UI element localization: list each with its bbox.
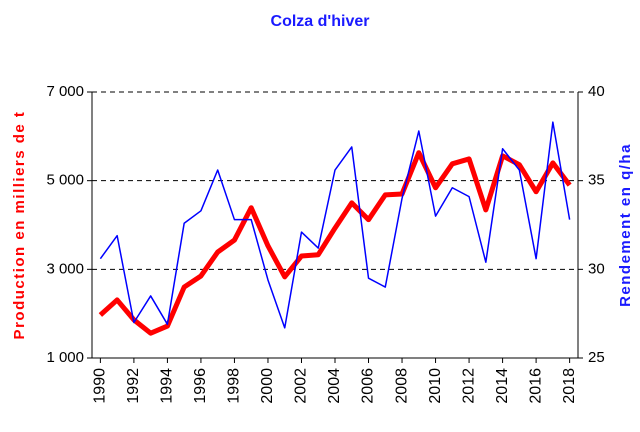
x-tick-label: 2000 xyxy=(259,368,276,404)
data-line xyxy=(99,121,571,329)
x-tick-label: 2006 xyxy=(360,368,377,404)
y2-tick-label: 25 xyxy=(588,349,605,366)
x-tick-label: 1996 xyxy=(192,368,209,404)
y2-tick-label: 30 xyxy=(588,260,605,277)
x-tick-label: 2008 xyxy=(393,368,410,404)
x-tick-label: 2014 xyxy=(494,368,511,404)
x-tick-label: 2010 xyxy=(427,368,444,404)
x-tick-label: 2002 xyxy=(293,368,310,404)
x-tick-label: 2004 xyxy=(326,368,343,404)
y2-axis-label: Rendement en q/ha xyxy=(617,143,634,307)
x-tick-label: 2016 xyxy=(527,368,544,404)
y2-tick-label: 40 xyxy=(588,83,605,100)
y2-tick-label: 35 xyxy=(588,172,605,189)
x-tick-label: 2012 xyxy=(460,368,477,404)
y-tick-label: 1 000 xyxy=(46,349,84,366)
x-tick-label: 1998 xyxy=(226,368,243,404)
x-tick-label: 1990 xyxy=(92,368,109,404)
chart-title: Colza d'hiver xyxy=(271,13,370,30)
x-tick-label: 1992 xyxy=(125,368,142,404)
x-tick-label: 2018 xyxy=(561,368,578,404)
y-tick-label: 3 000 xyxy=(46,260,84,277)
data-line xyxy=(98,150,572,336)
x-tick-label: 1994 xyxy=(159,368,176,404)
y-axis-label: Production en milliers de t xyxy=(11,111,28,340)
y-tick-label: 5 000 xyxy=(46,172,84,189)
y-tick-label: 7 000 xyxy=(46,83,84,100)
